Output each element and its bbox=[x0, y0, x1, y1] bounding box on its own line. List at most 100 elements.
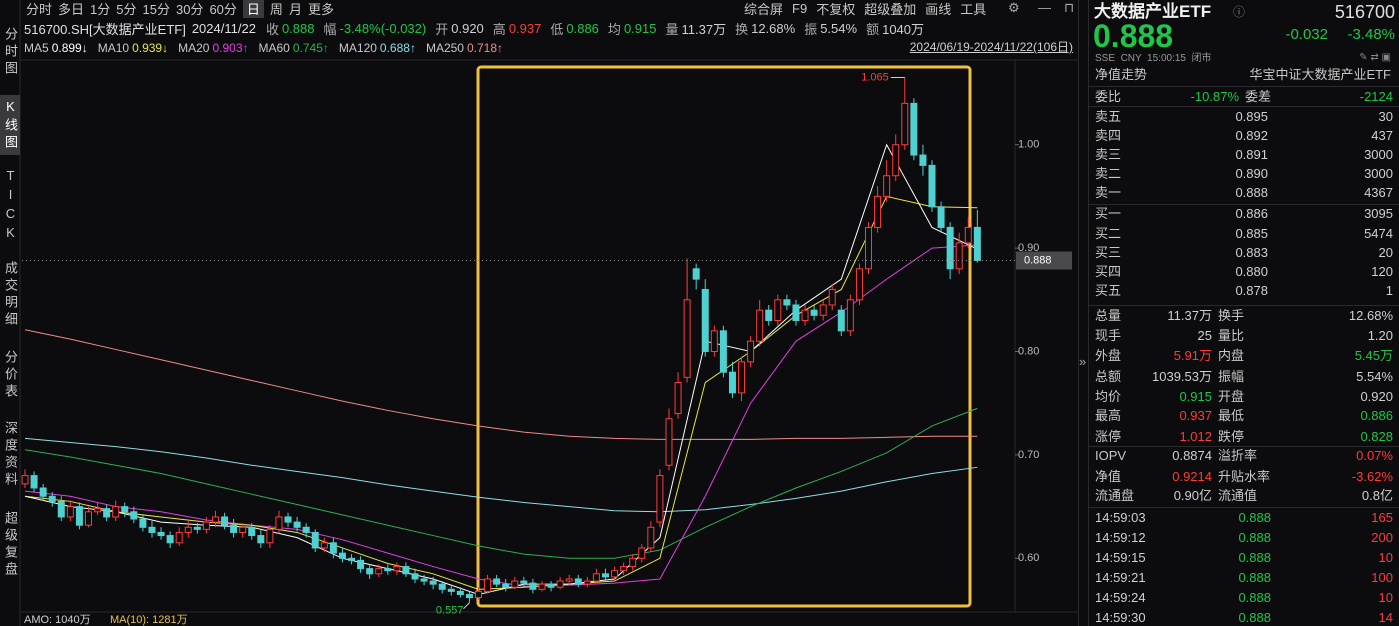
panel-divider bbox=[1088, 0, 1089, 626]
period-tab[interactable]: 更多 bbox=[307, 2, 334, 17]
ma-name: MA10 bbox=[97, 41, 130, 55]
candle-body bbox=[447, 588, 455, 592]
sidebar-tab[interactable]: TICK bbox=[3, 168, 18, 244]
quote-date: 2024/11/22 bbox=[191, 20, 256, 36]
period-tab[interactable]: 周 bbox=[269, 2, 283, 17]
tick-price: 0.888 bbox=[1238, 550, 1271, 565]
sidebar-tab[interactable]: 分价表 bbox=[3, 349, 18, 401]
book-price: 0.888 bbox=[1235, 185, 1268, 200]
period-tab[interactable]: 月 bbox=[288, 2, 302, 17]
book-price: 0.892 bbox=[1235, 128, 1268, 143]
candle-body bbox=[302, 526, 310, 533]
candle-body bbox=[338, 552, 346, 559]
ma-line bbox=[24, 244, 978, 587]
stat-value: 5.45万 bbox=[1354, 348, 1393, 363]
ma-line bbox=[24, 143, 978, 596]
candle-body bbox=[828, 288, 836, 306]
stat-label: 量比 bbox=[1218, 328, 1245, 343]
settings-icon[interactable]: ⚙ bbox=[1008, 0, 1020, 15]
period-tab[interactable]: 60分 bbox=[209, 2, 237, 17]
candle-body bbox=[756, 309, 764, 342]
candle-body bbox=[193, 526, 201, 530]
minimize-icon[interactable]: — bbox=[1038, 0, 1051, 15]
book-price: 0.878 bbox=[1235, 283, 1268, 298]
book-label: 买五 bbox=[1095, 283, 1122, 298]
candle-body bbox=[184, 526, 192, 533]
stat-value: 5.91万 bbox=[1173, 348, 1212, 363]
tick-price: 0.888 bbox=[1238, 610, 1271, 625]
quote-label: 开 bbox=[435, 21, 449, 37]
candle-body bbox=[121, 506, 129, 513]
ma-value: 0.688↑ bbox=[379, 41, 416, 55]
sidebar-tab[interactable]: 分时图 bbox=[3, 26, 18, 78]
nav-tab[interactable]: 净值走势 bbox=[1095, 67, 1148, 82]
sidebar-tab[interactable]: K线图 bbox=[0, 95, 20, 155]
candle-body bbox=[601, 573, 609, 578]
candle-body bbox=[774, 299, 782, 321]
quote-label: 额 bbox=[866, 21, 880, 37]
candle-body bbox=[592, 573, 600, 582]
candle-body bbox=[84, 511, 92, 526]
candle-body bbox=[266, 528, 274, 544]
lock-icon[interactable]: ⊓ bbox=[1064, 0, 1075, 15]
book-volume: 3095 bbox=[1364, 206, 1393, 221]
candle-body bbox=[94, 508, 102, 513]
period-tab[interactable]: 日 bbox=[242, 0, 264, 18]
stat-value: 0.8亿 bbox=[1361, 488, 1393, 503]
candle-body bbox=[692, 268, 700, 280]
candle-body bbox=[384, 568, 392, 572]
ma-value: 0.939↓ bbox=[132, 41, 169, 55]
y-tick-label: 0.80 bbox=[1018, 345, 1039, 357]
ma-value: 0.903↑ bbox=[212, 41, 249, 55]
tool-button[interactable]: 不复权 bbox=[816, 2, 856, 17]
ma-name: MA20 bbox=[178, 41, 210, 55]
tool-button[interactable]: 超级叠加 bbox=[864, 2, 917, 17]
candle-body bbox=[620, 566, 628, 572]
sidebar-tab[interactable]: 成交明细 bbox=[3, 261, 18, 329]
highlight-box bbox=[476, 65, 972, 608]
candle-body bbox=[928, 164, 936, 208]
stat-label: 总额 bbox=[1095, 369, 1122, 384]
tool-button[interactable]: 画线 bbox=[925, 2, 952, 17]
candle-body bbox=[475, 590, 482, 599]
tool-button[interactable]: F9 bbox=[792, 1, 808, 16]
sidebar-tab[interactable]: 超级复盘 bbox=[3, 511, 18, 579]
tool-button[interactable]: 工具 bbox=[960, 2, 987, 17]
candle-body bbox=[293, 521, 301, 528]
ma-value: 0.745↑ bbox=[292, 41, 329, 55]
candle-body bbox=[865, 226, 873, 270]
period-tab[interactable]: 30分 bbox=[175, 2, 204, 17]
quote-label: 收 bbox=[265, 21, 279, 37]
candle-body bbox=[883, 175, 891, 197]
candle-body bbox=[629, 557, 637, 568]
stat-label: 内盘 bbox=[1218, 348, 1245, 363]
collapse-button[interactable]: » bbox=[1079, 354, 1087, 369]
sidebar-tab[interactable]: 深度资料 bbox=[3, 421, 18, 489]
stat-label: 涨停 bbox=[1095, 429, 1122, 444]
candle-body bbox=[683, 299, 691, 378]
book-label: 买四 bbox=[1095, 264, 1122, 279]
quote-value: 11.37万 bbox=[681, 21, 727, 37]
stat-value: 1.012 bbox=[1179, 429, 1212, 444]
stat-label: 总量 bbox=[1095, 308, 1122, 323]
candle-body bbox=[39, 487, 47, 497]
period-tab[interactable]: 分时 bbox=[26, 2, 53, 17]
candle-body bbox=[574, 578, 582, 585]
ma-name: MA120 bbox=[338, 41, 377, 55]
date-range[interactable]: 2024/06/19-2024/11/22(106日) bbox=[909, 40, 1073, 54]
period-tab[interactable]: 1分 bbox=[90, 2, 111, 17]
period-tab[interactable]: 5分 bbox=[116, 2, 137, 17]
candle-body bbox=[964, 226, 972, 244]
candle-body bbox=[48, 495, 56, 502]
period-tab[interactable]: 15分 bbox=[142, 2, 170, 17]
info-icon[interactable]: ⓘ bbox=[1233, 5, 1246, 19]
candle-body bbox=[202, 521, 210, 530]
stat-label: 换手 bbox=[1218, 308, 1245, 323]
last-price-tag-label: 0.888 bbox=[1024, 254, 1052, 266]
max-label: 1.065 bbox=[861, 71, 889, 83]
stat-value: 0.886 bbox=[1360, 408, 1393, 423]
stat-label: 净值 bbox=[1095, 469, 1122, 484]
tool-button[interactable]: 综合屏 bbox=[744, 2, 784, 17]
period-tab[interactable]: 多日 bbox=[58, 2, 85, 17]
panel-icons[interactable]: ✎ ⇄ ▣ bbox=[1359, 52, 1391, 63]
